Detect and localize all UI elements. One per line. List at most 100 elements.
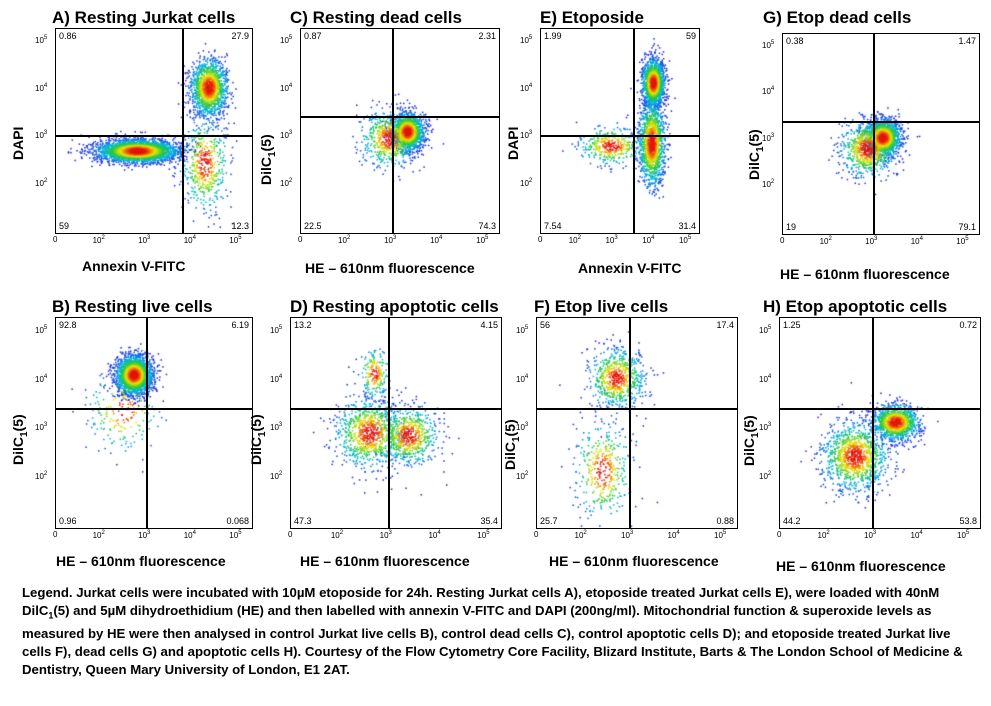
panel-A-xtick: 102 <box>92 235 105 245</box>
panel-G-ytick: 104 <box>762 86 775 97</box>
panel-H-ytick: 105 <box>759 324 772 335</box>
panel-D-ylabel: DilC1(5) <box>248 414 268 465</box>
panel-B-quadrant-top-left: 92.8 <box>59 320 77 330</box>
panel-A-quadrant-top-right: 27.9 <box>231 31 249 41</box>
panel-B-xlabel: HE – 610nm fluorescence <box>56 553 226 569</box>
panel-A-gate-vertical <box>181 29 184 233</box>
panel-F-ytick: 104 <box>516 373 529 384</box>
panel-F-title: F) Etop live cells <box>534 297 669 316</box>
panel-A-gate-horizontal <box>56 135 252 138</box>
panel-C-xtick: 104 <box>430 235 443 245</box>
panel-B-quadrant-bottom-right: 0.068 <box>226 516 249 526</box>
panel-A-xtick: 105 <box>229 235 242 245</box>
panel-B-ytick: 104 <box>35 373 48 384</box>
panel-C-xtick: 0 <box>298 235 303 244</box>
panel-D-xtick: 104 <box>428 530 441 540</box>
panel-F-gate-horizontal <box>537 407 737 410</box>
panel-G-quadrant-top-right: 1.47 <box>958 36 976 46</box>
panel-B-quadrant-bottom-left: 0.96 <box>59 516 77 526</box>
panel-A-quadrant-bottom-left: 59 <box>59 221 70 231</box>
panel-C-plot-area: 0.87 2.31 22.5 74.3 <box>300 28 500 234</box>
panel-E-gate-horizontal <box>541 135 699 138</box>
panel-F-quadrant-bottom-right: 0.88 <box>716 516 734 526</box>
panel-E-quadrant-bottom-left: 7.54 <box>544 221 562 231</box>
panel-C-title: C) Resting dead cells <box>290 8 462 27</box>
panel-B-scatter-points <box>56 318 252 528</box>
panel-H-xtick: 105 <box>957 530 970 540</box>
panel-H-gate-horizontal <box>780 407 980 410</box>
panel-E-xtick: 103 <box>605 235 618 245</box>
panel-H-ytick: 102 <box>759 471 772 482</box>
panel-G-scatter-points <box>783 34 979 234</box>
legend-dilc: DilC <box>22 603 49 618</box>
panel-E-ytick: 104 <box>520 82 533 93</box>
panel-B-quadrant-top-right: 6.19 <box>231 320 249 330</box>
panel-G-quadrant-bottom-right: 79.1 <box>958 222 976 232</box>
panel-F-ylabel: DilC1(5) <box>502 419 522 470</box>
panel-E-scatter-points <box>541 29 699 233</box>
panel-E-quadrant-top-left: 1.99 <box>544 31 562 41</box>
panel-G-quadrant-bottom-left: 19 <box>786 222 797 232</box>
panel-F-quadrant-top-left: 56 <box>540 320 551 330</box>
panel-A-scatter-points <box>56 29 252 233</box>
panel-D-quadrant-bottom-left: 47.3 <box>294 516 312 526</box>
panel-G-gate-vertical <box>873 34 876 234</box>
panel-H-quadrant-bottom-left: 44.2 <box>783 516 801 526</box>
panel-H-xtick: 104 <box>910 530 923 540</box>
panel-B-xtick: 103 <box>138 530 151 540</box>
panel-D-quadrant-bottom-right: 35.4 <box>480 516 498 526</box>
panel-C-quadrant-bottom-left: 22.5 <box>304 221 322 231</box>
panel-H-quadrant-top-left: 1.25 <box>783 320 801 330</box>
panel-H-gate-vertical <box>872 318 874 528</box>
panel-G-xtick: 102 <box>819 236 832 246</box>
figure-legend: Legend. Jurkat cells were incubated with… <box>22 584 977 679</box>
panel-D-xtick: 103 <box>379 530 392 540</box>
panel-A-plot-area: 0.86 27.9 59 12.3 <box>55 28 253 234</box>
panel-C-xtick: 103 <box>384 235 397 245</box>
panel-B-ytick: 105 <box>35 324 48 335</box>
panel-G-ytick: 105 <box>762 39 775 50</box>
panel-C-quadrant-top-right: 2.31 <box>478 31 496 41</box>
panel-H-quadrant-top-right: 0.72 <box>959 320 977 330</box>
panel-A-title: A) Resting Jurkat cells <box>52 8 236 27</box>
panel-C-ytick: 104 <box>280 82 293 93</box>
panel-F-xtick: 102 <box>574 530 587 540</box>
panel-C-ytick: 102 <box>280 177 293 188</box>
panel-G-gate-horizontal <box>783 120 979 123</box>
panel-C-gate-horizontal <box>301 115 499 118</box>
panel-H-xtick: 103 <box>864 530 877 540</box>
panel-F-xtick: 0 <box>534 530 539 539</box>
panel-A-ytick: 104 <box>35 82 48 93</box>
panel-A-xlabel: Annexin V-FITC <box>82 258 186 274</box>
panel-D-ytick: 102 <box>270 471 283 482</box>
panel-C-ytick: 103 <box>280 130 293 141</box>
panel-E-ytick: 105 <box>520 35 533 46</box>
panel-C-ytick: 105 <box>280 35 293 46</box>
panel-G-xtick: 103 <box>865 236 878 246</box>
panel-H-ytick: 103 <box>759 422 772 433</box>
panel-H-xlabel: HE – 610nm fluorescence <box>776 558 946 574</box>
panel-A-ytick: 102 <box>35 177 48 188</box>
panel-C-xtick: 102 <box>338 235 351 245</box>
panel-A-quadrant-top-left: 0.86 <box>59 31 77 41</box>
panel-F-xtick: 103 <box>621 530 634 540</box>
panel-G-xlabel: HE – 610nm fluorescence <box>780 266 950 282</box>
panel-E-quadrant-bottom-right: 31.4 <box>678 221 696 231</box>
panel-D-quadrant-top-right: 4.15 <box>480 320 498 330</box>
legend-dilc-subscript: 1 <box>48 610 54 621</box>
panel-F-xtick: 105 <box>714 530 727 540</box>
panel-F-plot-area: 56 17.4 25.7 0.88 <box>536 317 738 529</box>
panel-B-ylabel: DilC1(5) <box>10 414 30 465</box>
panel-F-quadrant-bottom-left: 25.7 <box>540 516 558 526</box>
panel-A-xtick: 0 <box>53 235 58 244</box>
panel-E-ytick: 102 <box>520 177 533 188</box>
panel-F-xtick: 104 <box>667 530 680 540</box>
panel-E-ylabel: DAPI <box>505 126 521 160</box>
panel-F-xlabel: HE – 610nm fluorescence <box>549 553 719 569</box>
panel-C-xtick: 105 <box>476 235 489 245</box>
panel-H-plot-area: 1.25 0.72 44.2 53.8 <box>779 317 981 529</box>
panel-E-xtick: 104 <box>642 235 655 245</box>
panel-D-ytick: 104 <box>270 373 283 384</box>
panel-D-xlabel: HE – 610nm fluorescence <box>300 553 470 569</box>
panel-E-gate-vertical <box>633 29 636 233</box>
